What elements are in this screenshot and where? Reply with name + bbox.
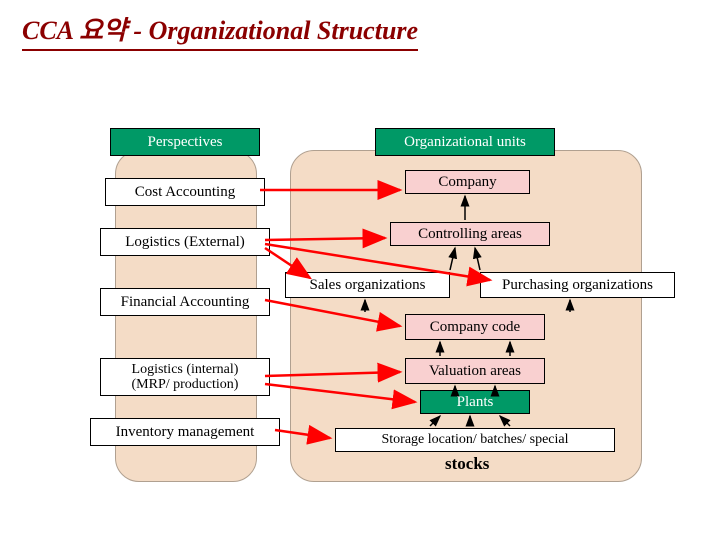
plants-box: Plants [420, 390, 530, 414]
page-title: CCA 요약 - Organizational Structure [22, 10, 418, 51]
controlling-areas-box: Controlling areas [390, 222, 550, 246]
logistics-external-box: Logistics (External) [100, 228, 270, 256]
financial-accounting-box: Financial Accounting [100, 288, 270, 316]
sales-org-box: Sales organizations [285, 272, 450, 298]
company-box: Company [405, 170, 530, 194]
perspectives-header: Perspectives [110, 128, 260, 156]
org-units-header: Organizational units [375, 128, 555, 156]
company-code-box: Company code [405, 314, 545, 340]
inventory-mgmt-box: Inventory management [90, 418, 280, 446]
valuation-areas-box: Valuation areas [405, 358, 545, 384]
logistics-internal-box: Logistics (internal) (MRP/ production) [100, 358, 270, 396]
purchasing-org-box: Purchasing organizations [480, 272, 675, 298]
storage-box: Storage location/ batches/ special [335, 428, 615, 452]
cost-accounting-box: Cost Accounting [105, 178, 265, 206]
stocks-label: stocks [445, 454, 489, 474]
